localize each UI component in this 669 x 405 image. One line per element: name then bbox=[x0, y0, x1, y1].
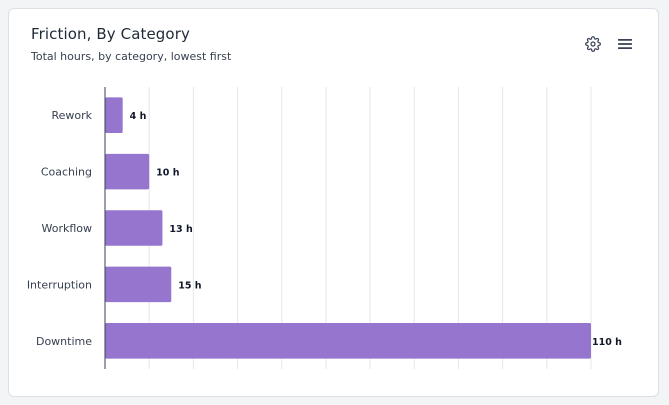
chart-subtitle: Total hours, by category, lowest first bbox=[31, 50, 232, 63]
bar-workflow bbox=[105, 210, 163, 246]
bar-rework bbox=[105, 97, 123, 133]
value-label: 10 h bbox=[156, 168, 180, 179]
category-label: Rework bbox=[51, 109, 92, 122]
value-label: 15 h bbox=[178, 280, 202, 291]
bar-interruption bbox=[105, 266, 172, 303]
chart-title: Friction, By Category bbox=[31, 25, 190, 43]
hamburger-menu-icon bbox=[618, 39, 632, 49]
category-label: Interruption bbox=[27, 278, 92, 291]
value-label: 4 h bbox=[130, 111, 147, 122]
value-label: 110 h bbox=[592, 337, 622, 348]
gear-icon bbox=[585, 36, 601, 52]
category-label: Downtime bbox=[36, 335, 92, 348]
value-label: 13 h bbox=[169, 224, 193, 235]
settings-button[interactable] bbox=[582, 33, 604, 55]
bar-coaching bbox=[105, 153, 150, 190]
category-label: Workflow bbox=[41, 222, 92, 235]
category-label: Coaching bbox=[41, 166, 92, 179]
bar-chart: Rework 4 h Coaching 10 h Workflow 13 h Interru… bbox=[27, 87, 622, 369]
bar-downtime bbox=[105, 323, 591, 359]
chart-card: Friction, By Category Total hours, by ca… bbox=[8, 8, 659, 397]
menu-button[interactable] bbox=[614, 33, 636, 55]
